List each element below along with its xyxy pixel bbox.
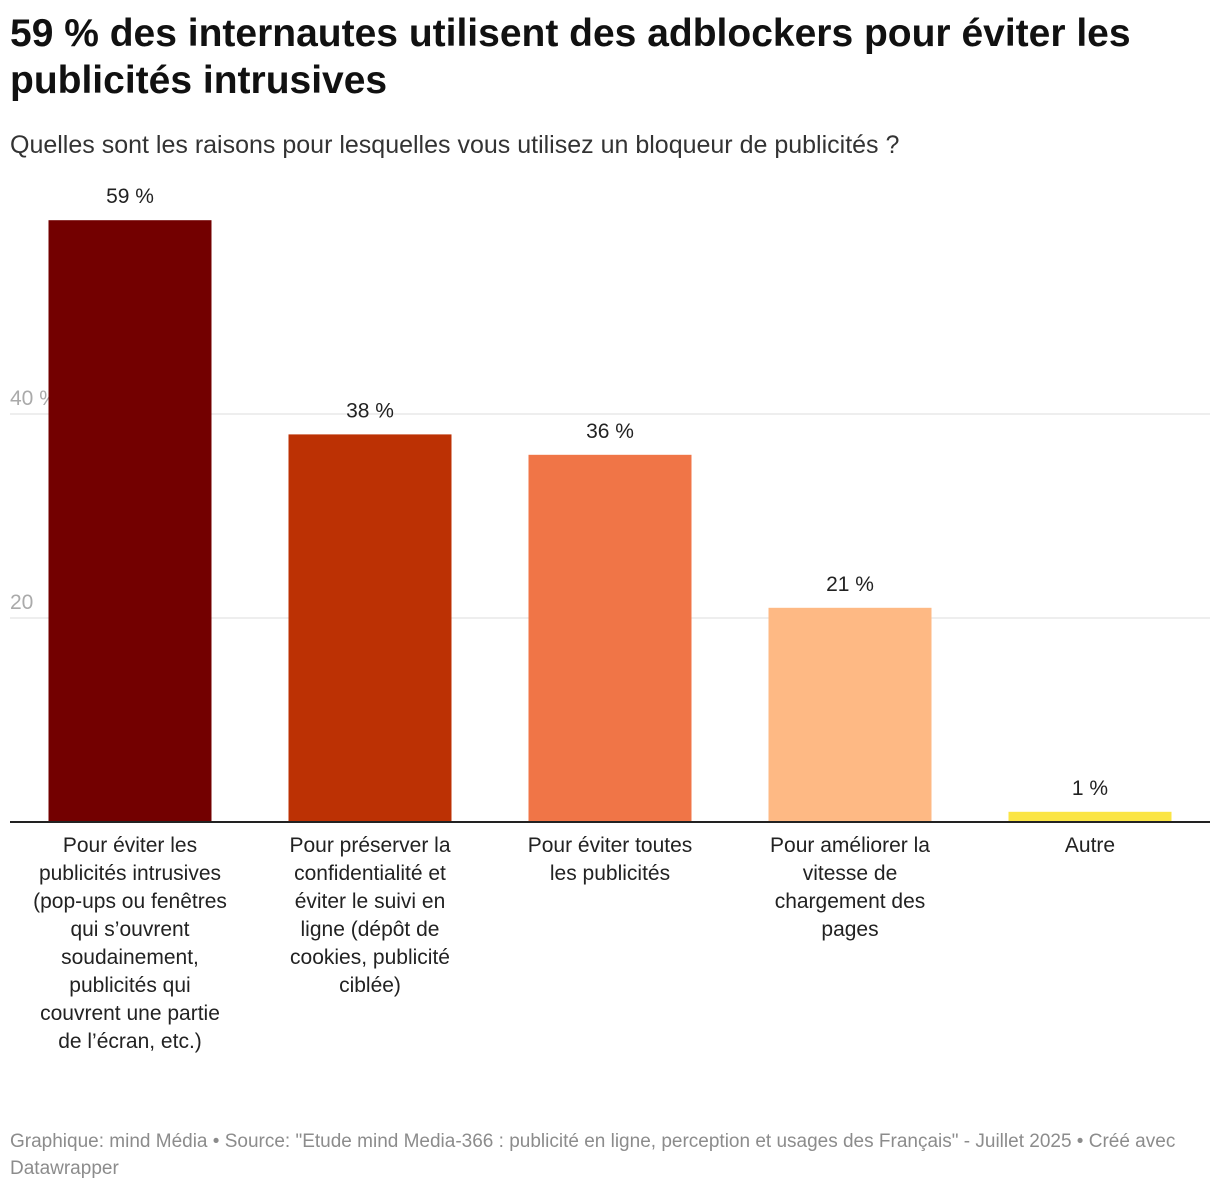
value-label-3: 36 % <box>586 420 634 443</box>
chart-subtitle: Quelles sont les raisons pour lesquelles… <box>10 131 900 159</box>
value-label-5: 1 % <box>1072 777 1108 800</box>
bars <box>48 220 1172 822</box>
bar-chart: 20 40 % 59 % 38 % 36 % 21 % 1 % <box>10 185 1210 823</box>
y-tick-label: 20 <box>10 591 33 614</box>
category-label-5: Autre <box>1064 834 1116 857</box>
value-labels: 59 % 38 % 36 % 21 % 1 % <box>106 185 1108 800</box>
bar-1 <box>48 220 212 822</box>
value-label-2: 38 % <box>346 399 394 422</box>
bar-4 <box>768 607 932 822</box>
value-label-4: 21 % <box>826 573 874 596</box>
category-label-1: Pour éviter les publicités intrusives (p… <box>33 834 227 1053</box>
category-label-4: Pour améliorer la vitesse de chargement … <box>770 834 930 941</box>
bar-3 <box>528 454 692 822</box>
bar-2 <box>288 434 452 822</box>
category-label-2: Pour préserver la confidentialité et évi… <box>289 834 451 997</box>
bar-5 <box>1008 811 1172 822</box>
y-tick-label: 40 % <box>10 387 58 410</box>
value-label-1: 59 % <box>106 185 154 208</box>
chart-title: 59 % des internautes utilisent des adblo… <box>10 12 1131 102</box>
category-label-3: Pour éviter toutes les publicités <box>527 834 693 885</box>
footer-credits: Graphique: mind Média • Source: "Etude m… <box>10 1131 1176 1179</box>
